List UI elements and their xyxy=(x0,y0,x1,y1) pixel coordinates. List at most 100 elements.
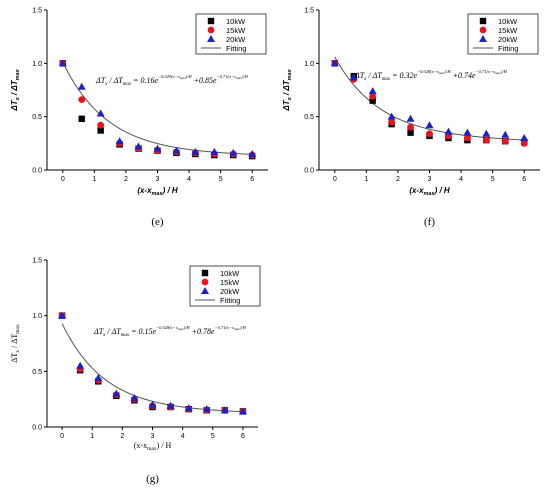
legend-marker-15kW xyxy=(201,278,209,286)
data-point-20kW xyxy=(112,389,121,397)
panel-label: (e) xyxy=(151,216,164,228)
x-tick-label: 4 xyxy=(187,176,191,183)
y-tick-label: 0.5 xyxy=(304,114,314,121)
panel-label: (f) xyxy=(424,216,435,228)
data-point-20kW xyxy=(444,127,453,135)
legend-label: Fitting xyxy=(498,44,518,53)
x-tick-label: 6 xyxy=(250,176,254,183)
data-point-20kW xyxy=(210,147,219,155)
data-point-15kW xyxy=(78,96,86,103)
y-tick-label: 0.0 xyxy=(32,168,42,175)
data-point-10kW xyxy=(407,129,414,136)
data-point-15kW xyxy=(369,93,377,100)
data-point-20kW xyxy=(191,147,200,155)
x-axis-label: (x-xmax) / H xyxy=(134,441,172,452)
legend-label: 20kW xyxy=(226,35,246,44)
legend-marker-15kW xyxy=(207,26,215,34)
data-point-20kW xyxy=(166,401,175,409)
chart-panel-2: 0 1 2 3 4 5 6 0.0 0.5 1.0 1.5 (x-xmax) / H ΔTx / ΔTm… xyxy=(282,8,540,228)
data-point-15kW xyxy=(520,139,528,147)
fitting-curve xyxy=(61,323,243,413)
y-tick-label: 1.0 xyxy=(32,313,42,320)
data-point-20kW xyxy=(77,82,86,90)
x-tick-label: 4 xyxy=(459,176,463,183)
x-tick-label: 2 xyxy=(120,433,124,440)
data-point-20kW xyxy=(115,137,124,145)
data-point-20kW xyxy=(153,144,162,152)
data-point-15kW xyxy=(407,123,414,131)
data-point-10kW xyxy=(78,115,85,122)
legend-label: 15kW xyxy=(226,26,246,35)
x-tick-label: 0 xyxy=(60,433,64,440)
x-tick-label: 6 xyxy=(241,433,245,440)
fitting-curve xyxy=(334,56,525,141)
data-point-20kW xyxy=(406,114,415,122)
legend-marker-15kW xyxy=(479,26,487,34)
legend-marker-10kW xyxy=(207,17,215,25)
legend-label: 10kW xyxy=(498,17,518,26)
data-point-15kW xyxy=(463,134,471,142)
data-point-10kW xyxy=(97,127,104,134)
x-tick-label: 3 xyxy=(156,176,160,183)
x-tick-label: 2 xyxy=(396,176,400,183)
fit-equation: ΔTx / ΔTmax = 0.16e−0.029(x−xmax)/H +0.8… xyxy=(95,74,249,87)
legend-box xyxy=(195,13,267,55)
data-point-20kW xyxy=(94,374,103,382)
data-point-10kW xyxy=(369,97,376,104)
legend-label: Fitting xyxy=(226,44,246,53)
data-point-15kW xyxy=(501,137,509,145)
data-point-20kW xyxy=(368,87,377,95)
data-point-20kW xyxy=(463,128,472,136)
data-point-20kW xyxy=(130,394,139,402)
y-tick-label: 1.0 xyxy=(32,61,42,68)
data-point-20kW xyxy=(349,73,358,81)
y-tick-label: 0.0 xyxy=(32,425,42,432)
legend-marker-20kW xyxy=(207,35,215,42)
data-point-20kW xyxy=(134,142,143,150)
y-tick-label: 1.5 xyxy=(32,8,42,15)
data-point-20kW xyxy=(202,405,211,413)
data-point-15kW xyxy=(388,118,396,126)
legend-label: 20kW xyxy=(498,35,518,44)
y-tick-label: 0.5 xyxy=(32,114,42,121)
data-point-20kW xyxy=(229,148,238,156)
legend-label: Fitting xyxy=(220,296,240,305)
legend-marker-10kW xyxy=(479,17,487,25)
data-point-20kW xyxy=(248,150,257,157)
series-20kW xyxy=(330,59,529,141)
chart-panel-3: 0 1 2 3 4 5 6 0.0 0.5 1.0 1.5 (x-xmax) / H ΔTx / ΔTm… xyxy=(10,258,261,485)
data-point-20kW xyxy=(425,121,434,129)
x-tick-label: 0 xyxy=(61,176,65,183)
y-axis-label: ΔTx / ΔTmax xyxy=(282,68,293,111)
x-axis-label: (x-xmax) / H xyxy=(137,186,178,197)
x-tick-label: 5 xyxy=(219,176,223,183)
series-20kW xyxy=(58,59,257,157)
x-tick-label: 5 xyxy=(211,433,215,440)
y-tick-label: 1.5 xyxy=(304,8,314,15)
legend-marker-20kW xyxy=(479,35,487,42)
x-tick-label: 0 xyxy=(333,176,337,183)
y-axis-label: ΔTx / ΔTmax xyxy=(10,68,21,111)
y-tick-label: 1.0 xyxy=(304,61,314,68)
legend-marker-20kW xyxy=(201,287,209,294)
data-point-20kW xyxy=(76,361,85,369)
legend-box xyxy=(189,265,261,307)
x-tick-label: 1 xyxy=(90,433,94,440)
data-point-15kW xyxy=(426,130,433,138)
data-point-20kW xyxy=(148,400,157,408)
legend-marker-10kW xyxy=(201,269,209,277)
x-tick-label: 3 xyxy=(428,176,432,183)
data-point-20kW xyxy=(58,311,67,319)
fit-equation: ΔTx / ΔTmax = 0.15e−0.028(x−xmax)/H +0.7… xyxy=(93,325,247,338)
x-axis-label: (x-xmax) / H xyxy=(409,186,450,197)
x-tick-label: 3 xyxy=(151,433,155,440)
data-point-15kW xyxy=(482,136,490,144)
x-tick-label: 4 xyxy=(181,433,185,440)
data-point-20kW xyxy=(520,134,529,141)
data-point-20kW xyxy=(58,59,67,67)
fitting-curve xyxy=(62,62,253,155)
